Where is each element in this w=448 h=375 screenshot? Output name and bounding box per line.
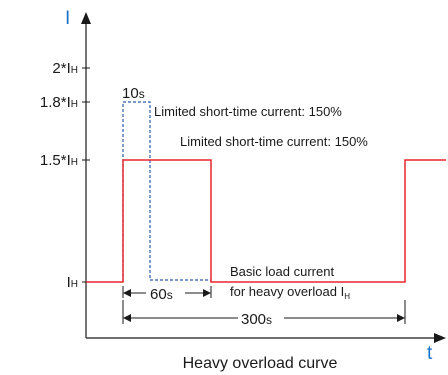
overload-interval-label: 60s xyxy=(150,286,173,303)
short-pulse-duration-label: 10s xyxy=(122,85,145,102)
short-time-current-curve xyxy=(122,101,211,282)
short-time-limit-label-1: Limited short-time current: 150% xyxy=(154,104,342,119)
y-tick-label-base: IH xyxy=(67,274,78,291)
y-tick-label-1-5: 1.5*IH xyxy=(40,152,78,169)
overload-current-curve xyxy=(86,159,446,283)
y-axis-arrow-icon xyxy=(81,12,91,24)
basic-load-label-line1: Basic load current xyxy=(230,264,334,279)
short-time-limit-label-2: Limited short-time current: 150% xyxy=(180,134,368,149)
x-axis-label: t xyxy=(427,343,433,364)
y-tick-label-1-8: 1.8*IH xyxy=(40,94,78,111)
basic-load-label-line2: for heavy overload IH xyxy=(230,284,350,301)
x-axis-arrow-icon xyxy=(434,333,446,343)
cycle-period-label: 300s xyxy=(241,311,272,328)
y-axis-label: I xyxy=(65,8,70,29)
diagram-title: Heavy overload curve xyxy=(183,355,338,372)
y-tick-label-2: 2*IH xyxy=(52,60,78,77)
